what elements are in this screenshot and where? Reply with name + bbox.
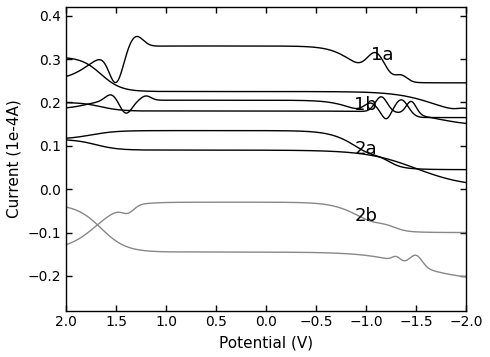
Text: 1b: 1b: [354, 96, 377, 114]
Text: 2a: 2a: [354, 140, 377, 158]
Text: 1a: 1a: [371, 46, 394, 64]
Text: 2b: 2b: [354, 207, 377, 226]
X-axis label: Potential (V): Potential (V): [219, 335, 313, 350]
Y-axis label: Current (1e-4A): Current (1e-4A): [7, 99, 22, 218]
